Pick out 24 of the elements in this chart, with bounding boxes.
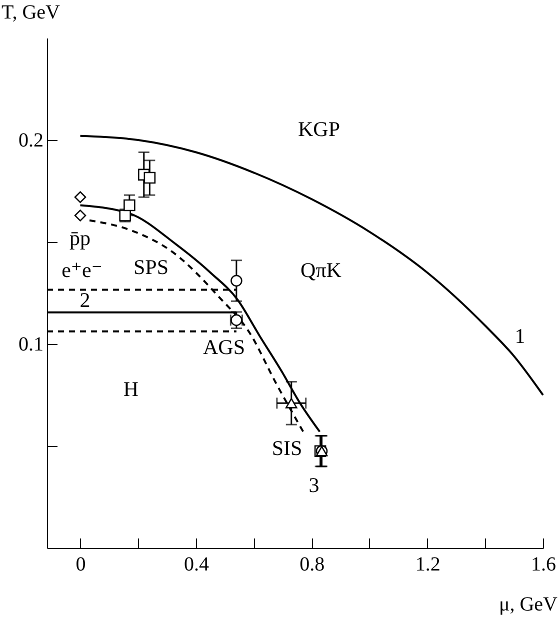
- x-tick-label: 0.4: [184, 554, 209, 576]
- annotation: 1: [514, 324, 526, 348]
- y-axis-title: T, GeV: [2, 2, 61, 24]
- x-tick-label: 1.2: [415, 554, 440, 576]
- annotation: 3: [308, 473, 320, 497]
- annotation: SPS: [133, 255, 169, 279]
- annotation: H: [123, 377, 139, 401]
- annotation: QπK: [300, 258, 342, 282]
- point: [124, 199, 136, 212]
- annotation: 2: [80, 288, 90, 312]
- x-tick-label: 0.8: [300, 554, 325, 576]
- annotation: KGP: [298, 117, 340, 141]
- annotation: e⁺e⁻: [62, 258, 102, 282]
- y-tick-label: 0.2: [18, 130, 44, 152]
- point: [230, 274, 242, 287]
- annotation: SIS: [272, 436, 302, 460]
- x-tick-label: 0: [76, 554, 86, 576]
- point: [144, 172, 156, 184]
- annotation: p̄p: [70, 226, 90, 250]
- x-axis-title: μ, GeV: [499, 594, 558, 616]
- x-tick-label: 1.6: [531, 554, 556, 576]
- point: [285, 398, 298, 408]
- y-tick-label: 0.1: [18, 334, 44, 356]
- annotation: AGS: [202, 335, 246, 359]
